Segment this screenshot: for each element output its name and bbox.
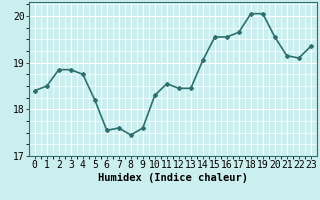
X-axis label: Humidex (Indice chaleur): Humidex (Indice chaleur) [98, 173, 248, 183]
